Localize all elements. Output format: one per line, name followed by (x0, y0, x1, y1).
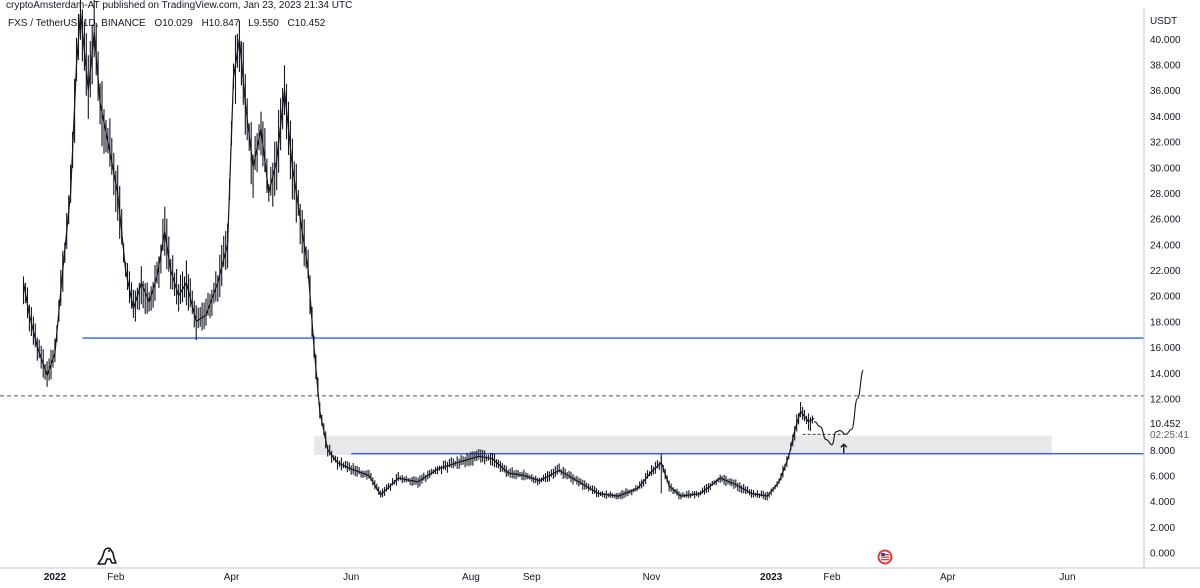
bar-countdown: 02:25:41 (1150, 430, 1189, 441)
time-tick-label: Jun (343, 572, 359, 583)
economic-event-icon[interactable] (877, 549, 893, 565)
price-tick-label: 4.000 (1150, 497, 1175, 508)
time-tick-label: Jun (1059, 572, 1075, 583)
price-tick-label: 38.000 (1150, 61, 1181, 72)
time-tick-label: Feb (823, 572, 841, 583)
support-zone-layer (313, 435, 1052, 455)
low-value: L9.550 (248, 18, 279, 29)
price-tick-label: 22.000 (1150, 266, 1181, 277)
price-tick-label: 24.000 (1150, 240, 1181, 251)
price-tick-label: 12.000 (1150, 394, 1181, 405)
time-tick-label: Apr (224, 572, 240, 583)
time-tick-label: Aug (462, 572, 480, 583)
close-value: C10.452 (287, 18, 326, 29)
price-tick-label: 28.000 (1150, 189, 1181, 200)
price-tick-label: 0.000 (1150, 549, 1175, 560)
time-tick-label: 2022 (44, 572, 67, 583)
high-value: H10.847 (201, 18, 240, 29)
publish-header: cryptoAmsterdam-AT published on TradingV… (6, 0, 352, 12)
price-tick-label: 18.000 (1150, 317, 1181, 328)
last-price-marker: 10.452 02:25:41 (1146, 417, 1198, 441)
time-tick-label: Apr (940, 572, 956, 583)
price-tick-label: 16.000 (1150, 343, 1181, 354)
price-tick-label: 40.000 (1150, 35, 1181, 46)
price-tick-label: 32.000 (1150, 138, 1181, 149)
time-tick-label: 2023 (760, 572, 783, 583)
support-zone (313, 435, 1052, 455)
open-value: O10.029 (154, 18, 193, 29)
price-tick-label: 36.000 (1150, 86, 1181, 97)
publish-line: cryptoAmsterdam-AT published on TradingV… (6, 0, 353, 11)
price-tick-label: 26.000 (1150, 215, 1181, 226)
price-tick-label: 20.000 (1150, 292, 1181, 303)
time-tick-label: Sep (523, 572, 541, 583)
price-tick-label: 2.000 (1150, 523, 1175, 534)
price-tick-label: 14.000 (1150, 369, 1181, 380)
price-tick-label: 6.000 (1150, 472, 1175, 483)
price-tick-label: 30.000 (1150, 163, 1181, 174)
last-price-value: 10.452 (1150, 419, 1181, 430)
up-arrow-icon (840, 443, 848, 454)
price-series-line (22, 13, 815, 497)
time-tick-label: Nov (643, 572, 661, 583)
symbol-title[interactable]: FXS / TetherUS, 1D, BINANCE (8, 18, 146, 29)
projection-layer (814, 369, 864, 446)
price-tick-label: 34.000 (1150, 112, 1181, 123)
projection-path (814, 369, 864, 446)
tradingview-logo-icon[interactable] (97, 547, 117, 565)
symbol-legend[interactable]: FXS / TetherUS, 1D, BINANCE O10.029 H10.… (8, 18, 331, 30)
time-tick-label: Feb (107, 572, 125, 583)
price-series-layer (22, 0, 815, 501)
currency-label: USDT (1150, 16, 1177, 27)
time-axis[interactable]: 2022 Feb Apr Jun Aug Sep Nov 2023 Feb Apr Jun (44, 572, 1076, 583)
price-tick-label: 8.000 (1150, 446, 1175, 457)
